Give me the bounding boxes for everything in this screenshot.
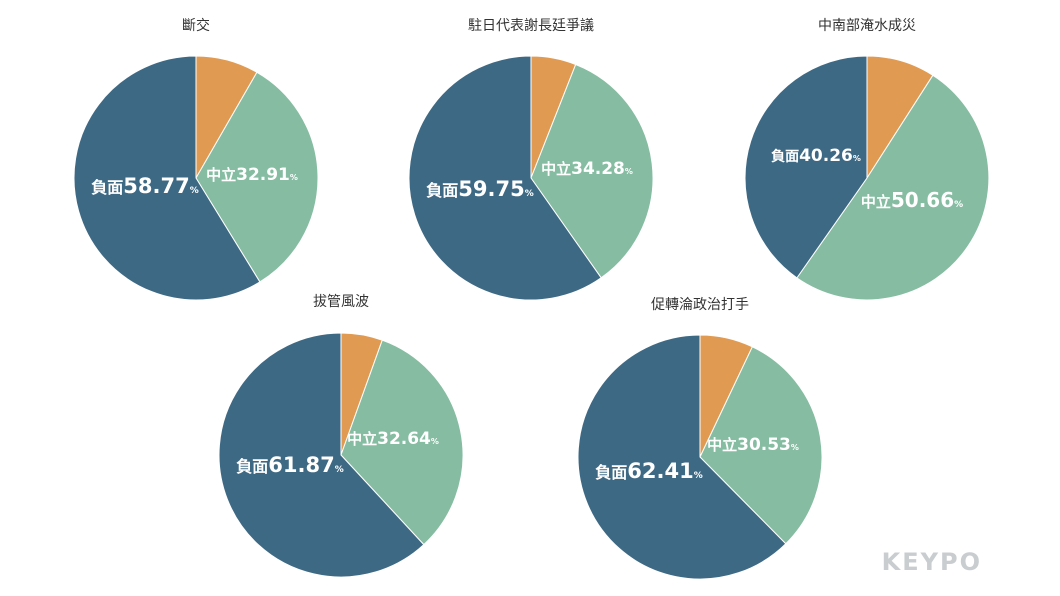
pie-slice-negative [408, 55, 602, 301]
slice-label-negative: 負面59.75% [426, 177, 533, 201]
pie-slice-negative [577, 334, 787, 580]
chart-title: 斷交 [182, 17, 210, 34]
chart-title: 促轉淪政治打手 [651, 296, 749, 313]
keypo-watermark: KEYPO [881, 548, 982, 576]
pie-slice-neutral [796, 74, 990, 301]
slice-label-neutral: 中立30.53% [707, 435, 799, 455]
slice-label-neutral: 中立32.91% [206, 165, 298, 185]
slice-label-negative: 負面58.77% [91, 174, 198, 198]
chart-title: 中南部淹水成災 [818, 18, 916, 34]
pie-slice-neutral [699, 346, 823, 545]
pie-slice-neutral [195, 71, 319, 283]
chart-title: 拔管風波 [313, 294, 369, 310]
slice-label-negative: 負面62.41% [595, 459, 702, 483]
chart-title: 駐日代表謝長廷爭議 [468, 17, 594, 34]
pie-slice-negative [73, 55, 261, 301]
pie-slice-neutral [530, 63, 654, 279]
pie-slice-negative [218, 332, 425, 578]
slice-label-neutral: 中立32.64% [347, 429, 439, 449]
pie-slice-negative [744, 55, 868, 279]
pie-slice-neutral [340, 339, 464, 546]
slice-label-neutral: 中立34.28% [541, 159, 633, 179]
slice-label-neutral: 中立50.66% [861, 188, 963, 212]
slice-label-negative: 負面40.26% [771, 146, 861, 166]
slice-label-negative: 負面61.87% [236, 453, 343, 477]
